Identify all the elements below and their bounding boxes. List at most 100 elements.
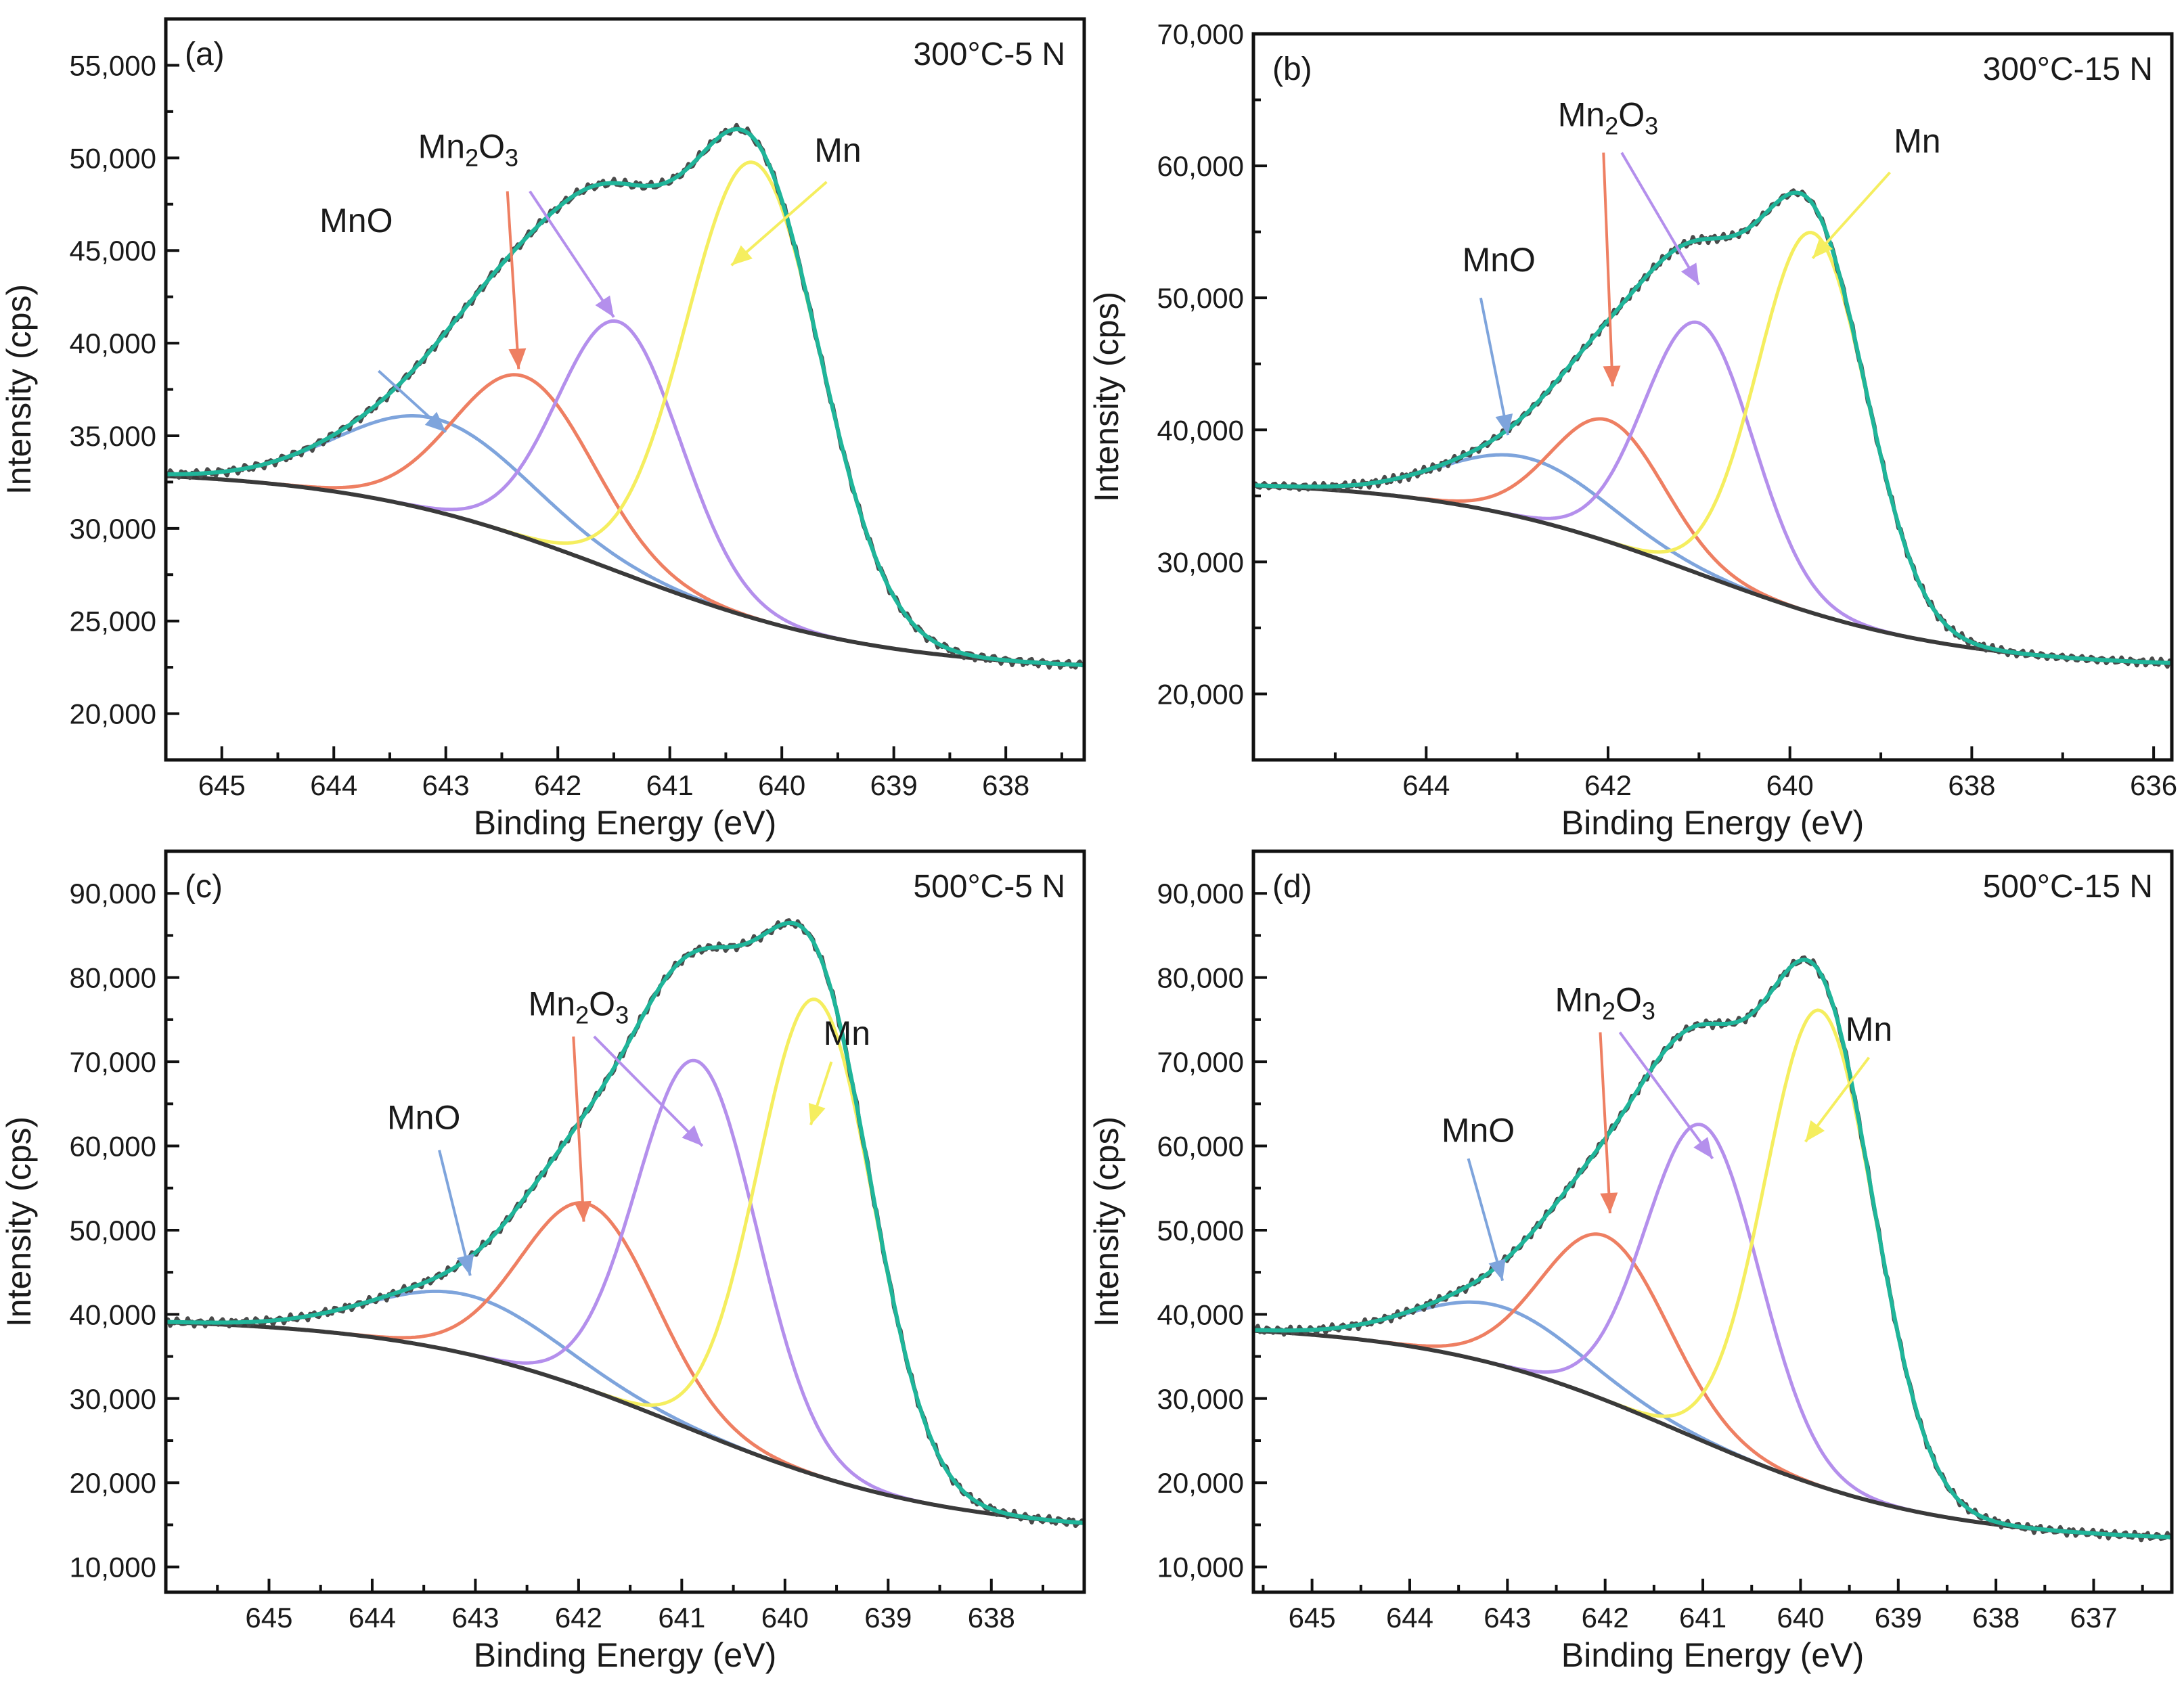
y-tick-label: 80,000 — [1157, 962, 1244, 994]
x-tick-label: 642 — [1582, 1602, 1629, 1633]
annotation-subscript: 3 — [1645, 112, 1658, 140]
x-tick-label: 642 — [1584, 769, 1632, 801]
x-tick-label: 636 — [2130, 769, 2177, 801]
x-tick-label: 645 — [1289, 1602, 1336, 1633]
x-tick-label: 645 — [198, 769, 246, 801]
annotation-arrow-head — [808, 1102, 826, 1125]
x-tick-label: 645 — [245, 1602, 292, 1633]
annotation-arrow-head — [424, 411, 446, 432]
y-axis-label: Intensity (cps) — [0, 284, 38, 495]
annotation-arrow-head — [1693, 1137, 1713, 1159]
y-tick-label: 80,000 — [70, 962, 156, 994]
annotation-mn2o3-label: Mn2O3 — [1555, 980, 1655, 1024]
panel-label: (d) — [1272, 869, 1312, 905]
y-tick-label: 50,000 — [1157, 282, 1244, 314]
y-tick-label: 50,000 — [70, 1215, 156, 1246]
annotation-mn-label: Mn — [1894, 122, 1940, 160]
x-tick-label: 638 — [1972, 1602, 2020, 1633]
annotation-arrow-head — [1805, 1120, 1825, 1142]
annotation-mn2o3-label: Mn2O3 — [529, 985, 629, 1029]
y-axis-label: Intensity (cps) — [1088, 1117, 1126, 1327]
component-mn2o3-2--curve — [166, 319, 1084, 667]
annotation-main: Mn — [824, 1014, 870, 1052]
annotation-subscript: 3 — [615, 1001, 629, 1029]
y-tick-label: 90,000 — [70, 878, 156, 909]
x-axis-label: Binding Energy (eV) — [474, 1636, 776, 1674]
x-axis-label: Binding Energy (eV) — [1561, 1636, 1864, 1674]
plot-frame — [164, 849, 1086, 1594]
x-tick-label: 640 — [1777, 1602, 1824, 1633]
annotation-main: Mn — [418, 127, 465, 165]
annotation-mno-label: MnO — [387, 1099, 460, 1137]
x-tick-label: 640 — [758, 769, 805, 801]
y-tick-label: 70,000 — [70, 1046, 156, 1078]
plot-frame — [1251, 849, 2174, 1594]
annotation-arrow-head — [1680, 263, 1699, 285]
y-tick-label: 20,000 — [1157, 1467, 1244, 1499]
x-tick-label: 638 — [968, 1602, 1015, 1633]
y-tick-label: 30,000 — [1157, 546, 1244, 578]
annotation-mno-label: MnO — [319, 202, 393, 240]
x-tick-label: 643 — [1484, 1602, 1531, 1633]
component-mn2o3-2--curve — [166, 1058, 1084, 1525]
annotation-mno-label: MnO — [1442, 1111, 1515, 1149]
y-tick-label: 90,000 — [1157, 878, 1244, 909]
y-tick-label: 60,000 — [70, 1131, 156, 1163]
panel-label: (a) — [185, 37, 225, 72]
annotation-mn2o3-label: Mn2O3 — [1558, 96, 1658, 140]
annotation-arrow-line — [1618, 1031, 1714, 1160]
x-tick-label: 637 — [2070, 1602, 2117, 1633]
y-tick-label: 40,000 — [70, 1299, 156, 1330]
y-tick-label: 10,000 — [1157, 1552, 1244, 1583]
annotation-arrow-head — [1812, 237, 1833, 258]
plot-frame — [1251, 32, 2174, 762]
annotation-arrow-line — [1602, 152, 1614, 386]
x-tick-label: 640 — [761, 1602, 809, 1633]
annotation-arrow-head — [1495, 413, 1513, 436]
y-tick-label: 50,000 — [70, 142, 156, 174]
annotation-arrow-head — [508, 348, 527, 369]
x-axis-label: Binding Energy (eV) — [474, 804, 776, 842]
component-mn-curve — [1253, 231, 2172, 665]
y-tick-label: 60,000 — [1157, 1131, 1244, 1163]
raw-data-curve — [1253, 955, 2172, 1543]
component-mno-curve — [166, 1289, 1084, 1525]
annotation-main: MnO — [1442, 1111, 1515, 1149]
annotation-mn-label: Mn — [824, 1014, 870, 1052]
y-tick-label: 25,000 — [70, 606, 156, 637]
annotation-mno-label: MnO — [1463, 241, 1536, 279]
annotation-arrow-head — [1488, 1259, 1506, 1281]
x-tick-label: 640 — [1766, 769, 1814, 801]
component-mn-curve — [166, 997, 1084, 1525]
y-tick-label: 35,000 — [70, 420, 156, 452]
x-tick-label: 644 — [310, 769, 357, 801]
x-tick-label: 644 — [349, 1602, 396, 1633]
x-tick-label: 639 — [1875, 1602, 1922, 1633]
annotation-subscript: 3 — [1642, 997, 1655, 1024]
y-tick-label: 20,000 — [70, 698, 156, 730]
panel-condition-title: 300°C-15 N — [1983, 51, 2153, 87]
annotation-main: Mn — [814, 131, 861, 169]
annotation-main: Mn — [1555, 980, 1601, 1018]
y-tick-label: 30,000 — [70, 1383, 156, 1415]
x-tick-label: 644 — [1402, 769, 1450, 801]
annotation-arrow-line — [730, 181, 828, 267]
plot-area — [166, 122, 1084, 670]
component-mn2o3-2--curve — [1253, 320, 2172, 665]
annotation-subscript: 2 — [575, 1001, 589, 1029]
annotation-arrow-head — [1603, 365, 1621, 386]
annotation-arrow-line — [572, 1036, 585, 1222]
component-mn2o3-1--curve — [1253, 417, 2172, 665]
annotation-mn2o3-label: Mn2O3 — [418, 127, 518, 171]
y-tick-label: 60,000 — [1157, 150, 1244, 182]
y-tick-label: 10,000 — [70, 1552, 156, 1583]
annotation-arrow-head — [595, 295, 614, 317]
x-tick-label: 642 — [555, 1602, 602, 1633]
x-tick-label: 642 — [534, 769, 581, 801]
y-tick-label: 20,000 — [1157, 678, 1244, 710]
annotation-mn-label: Mn — [1846, 1010, 1892, 1048]
y-tick-label: 30,000 — [70, 513, 156, 545]
